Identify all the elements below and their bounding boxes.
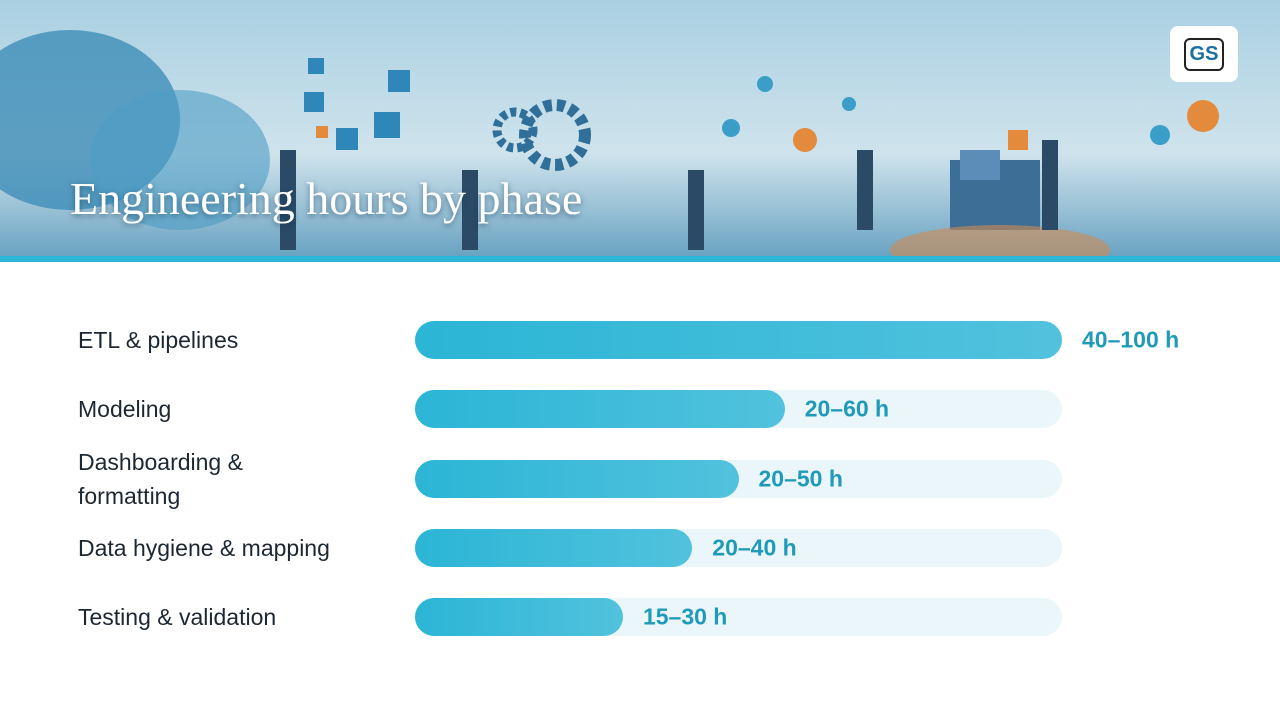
title: Engineering hours by phase [70, 173, 583, 224]
value-label: 20–60 h [804, 395, 890, 422]
value-label: 15–30 h [642, 603, 728, 630]
banner [0, 0, 1280, 262]
value-label: 40–100 h [1082, 326, 1180, 353]
category-label: ETL & pipelines [78, 327, 239, 353]
category-label: Testing & validation [78, 604, 277, 630]
bar [415, 598, 623, 636]
logo: GS [1170, 26, 1238, 82]
bar [415, 528, 693, 567]
category-label: Dashboarding & formatting [78, 448, 243, 509]
bar [415, 459, 739, 498]
bar [415, 390, 785, 429]
logo-text: GS [1183, 37, 1225, 71]
value-label: 20–50 h [758, 465, 843, 491]
value-label: 20–40 h [712, 534, 797, 561]
category-label: Data hygiene & mapping [78, 534, 330, 561]
category-label: Modeling [78, 396, 172, 423]
bar [415, 321, 1062, 359]
